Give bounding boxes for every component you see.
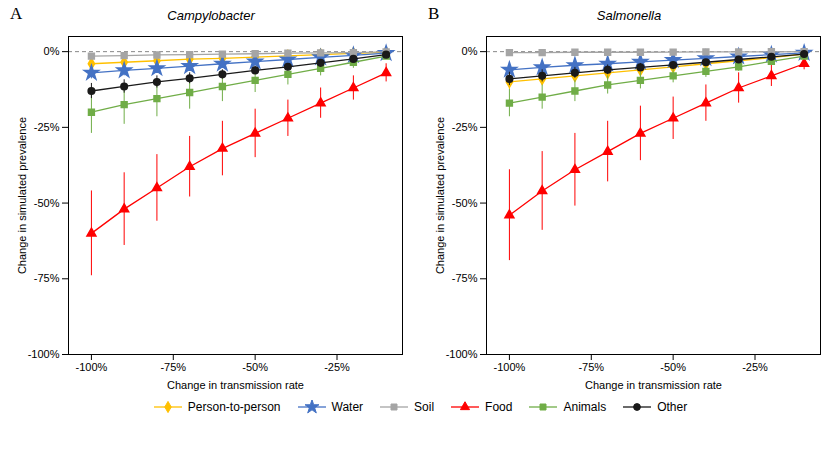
svg-text:-50%: -50% xyxy=(452,197,478,209)
svg-text:-50%: -50% xyxy=(34,197,60,209)
svg-text:-75%: -75% xyxy=(160,361,186,373)
svg-text:-50%: -50% xyxy=(660,361,686,373)
svg-text:-75%: -75% xyxy=(578,361,604,373)
html-text:B: B xyxy=(428,4,440,23)
svg-text:0%: 0% xyxy=(462,45,478,57)
svg-text:-100%: -100% xyxy=(28,348,60,360)
html-text:Animals: Animals xyxy=(563,400,607,414)
svg-text:-50%: -50% xyxy=(242,361,268,373)
html-text:A: A xyxy=(10,4,23,23)
html-text:Soil: Soil xyxy=(414,400,435,414)
html-text:Food: Food xyxy=(485,400,513,414)
svg-text:-25%: -25% xyxy=(742,361,768,373)
svg-text:-25%: -25% xyxy=(34,121,60,133)
html-text:Campylobacter: Campylobacter xyxy=(167,8,255,23)
svg-text:-100%: -100% xyxy=(494,361,526,373)
svg-text:-25%: -25% xyxy=(324,361,350,373)
html-text:Water: Water xyxy=(331,400,364,414)
svg-text:Change in simulated prevalence: Change in simulated prevalence xyxy=(16,117,28,274)
svg-text:-75%: -75% xyxy=(452,272,478,284)
html-text:Other: Other xyxy=(657,400,688,414)
svg-text:Change in transmission rate: Change in transmission rate xyxy=(585,379,722,391)
svg-text:-75%: -75% xyxy=(34,272,60,284)
svg-text:-100%: -100% xyxy=(446,348,478,360)
svg-text:-25%: -25% xyxy=(452,121,478,133)
svg-text:-100%: -100% xyxy=(76,361,108,373)
svg-text:Change in simulated prevalence: Change in simulated prevalence xyxy=(434,117,446,274)
svg-text:Change in transmission rate: Change in transmission rate xyxy=(167,379,304,391)
html-text:Salmonella: Salmonella xyxy=(596,8,662,23)
svg-text:0%: 0% xyxy=(44,45,60,57)
html-text:Person-to-person: Person-to-person xyxy=(187,400,281,414)
